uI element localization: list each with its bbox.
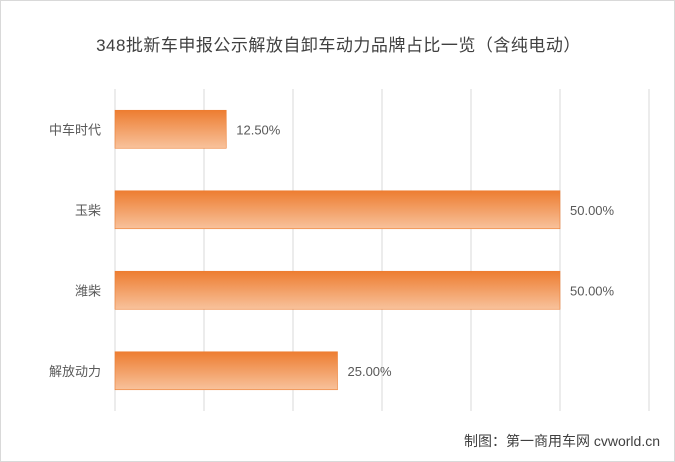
bar-1: [114, 190, 561, 230]
labels: 中车时代 12.50% 玉柴 50.00% 潍柴 50.00% 解放动力 25.00%: [49, 122, 615, 379]
value-label: 12.50%: [236, 122, 281, 137]
category-label: 中车时代: [49, 122, 101, 137]
bar-3: [114, 351, 338, 391]
category-label: 玉柴: [75, 203, 101, 218]
bar-2: [114, 270, 561, 310]
source-credit: 制图：第一商用车网 cvworld.cn: [463, 433, 660, 449]
bars: [114, 109, 561, 391]
category-label: 解放动力: [49, 364, 101, 379]
value-label: 25.00%: [348, 364, 393, 379]
category-label: 潍柴: [75, 283, 101, 298]
value-label: 50.00%: [570, 283, 615, 298]
bar-0: [114, 109, 227, 149]
chart-title: 348批新车申报公示解放自卸车动力品牌占比一览（含纯电动）: [96, 36, 581, 55]
value-label: 50.00%: [570, 203, 615, 218]
